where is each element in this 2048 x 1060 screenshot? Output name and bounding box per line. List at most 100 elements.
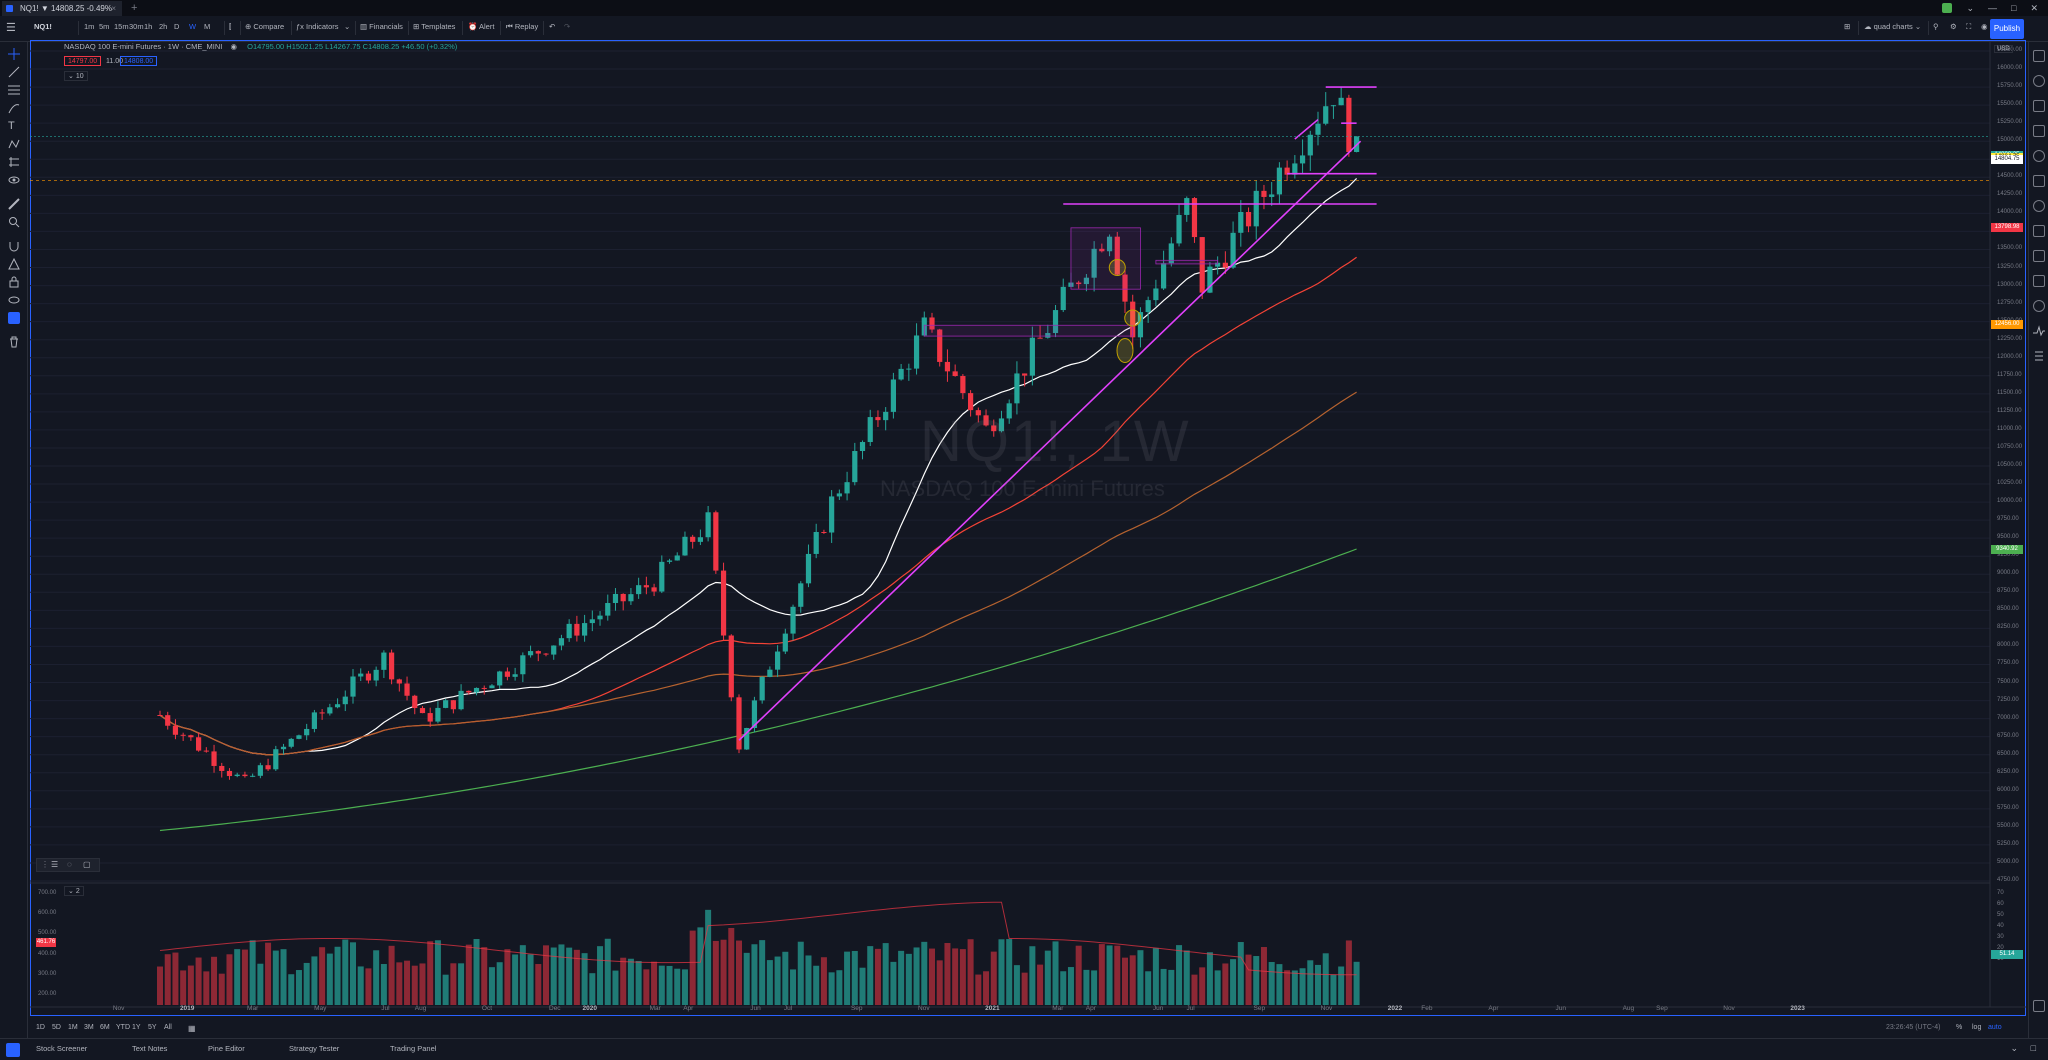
maximize-icon[interactable]: □	[2011, 3, 2017, 13]
candle-style-icon[interactable]: ⫿	[229, 22, 232, 31]
lock-icon[interactable]	[8, 276, 20, 288]
chevron-down-icon[interactable]: ⌄	[344, 22, 351, 31]
quick-search-icon[interactable]: ⚲	[1933, 22, 1939, 31]
range-1y[interactable]: 1Y	[132, 1024, 141, 1031]
settings-gear-icon[interactable]: ⚙	[1950, 22, 1957, 31]
range-6m[interactable]: 6M	[100, 1024, 110, 1031]
bottom-tab-trading-panel[interactable]: Trading Panel	[390, 1044, 437, 1053]
pattern-icon[interactable]	[8, 138, 20, 150]
trend-line-icon[interactable]	[8, 66, 20, 78]
bottom-tab-text-notes[interactable]: Text Notes	[132, 1044, 168, 1053]
replay-button[interactable]: ⏮ Replay	[506, 22, 539, 31]
auto-toggle[interactable]: auto	[1988, 1024, 2002, 1031]
crosshair-icon[interactable]	[8, 48, 20, 60]
percent-toggle[interactable]: %	[1956, 1024, 1963, 1031]
streams-icon[interactable]	[2033, 250, 2045, 262]
screener-icon[interactable]	[2033, 300, 2045, 312]
range-1d[interactable]: 1D	[36, 1024, 45, 1031]
alerts-icon[interactable]	[2033, 75, 2045, 87]
sell-price-button[interactable]: 14797.00	[64, 56, 102, 66]
news-icon[interactable]	[2033, 175, 2045, 187]
fib-retracement-icon[interactable]	[8, 84, 20, 96]
notifications-icon[interactable]	[2033, 275, 2045, 287]
range-5y[interactable]: 5Y	[148, 1024, 157, 1031]
zoom-icon[interactable]	[8, 216, 20, 228]
alert-button[interactable]: ⏰ Alert	[468, 22, 495, 31]
bottom-tab-pine-editor[interactable]: Pine Editor	[208, 1044, 245, 1053]
chevron-down-icon[interactable]: ⌄	[1966, 2, 1975, 13]
templates-button[interactable]: ⊞ Templates	[413, 22, 456, 31]
range-1m[interactable]: 1M	[68, 1024, 78, 1031]
bottom-tab-stock-screener[interactable]: Stock Screener	[36, 1044, 88, 1053]
template-icon[interactable]: ☰	[51, 860, 59, 869]
symbol-search[interactable]: NQ1!	[34, 22, 52, 31]
magnet-icon[interactable]	[8, 240, 20, 252]
buy-price-button[interactable]: 14808.00	[120, 56, 158, 66]
stay-in-drawing-mode-icon[interactable]	[8, 257, 20, 270]
chart-tab[interactable]: NQ1! ▼ 14808.25 -0.49% ×	[2, 1, 122, 16]
ideas-icon[interactable]	[2033, 200, 2045, 212]
price-chart[interactable]	[30, 42, 2026, 1017]
brush-icon[interactable]	[8, 102, 20, 114]
new-tab-icon[interactable]: +	[131, 2, 138, 14]
minimize-icon[interactable]: —	[1988, 3, 1998, 13]
help-icon[interactable]	[2033, 350, 2045, 362]
compare-button[interactable]: ⊕ Compare	[245, 22, 285, 31]
watchlist-icon[interactable]	[2033, 50, 2045, 62]
goto-date-icon[interactable]: ▦	[188, 1024, 196, 1033]
maximize-panel-icon[interactable]: □	[2030, 1043, 2036, 1053]
user-drawings[interactable]	[30, 86, 1990, 741]
publish-button[interactable]: Publish	[1990, 19, 2024, 39]
symbol-title[interactable]: NASDAQ 100 E-mini Futures · 1W · CME_MIN…	[64, 42, 223, 51]
interval-30m[interactable]: 30m	[129, 22, 144, 31]
data-window-icon[interactable]	[2033, 100, 2045, 112]
layout-grid-icon[interactable]: ⊞	[1844, 22, 1851, 31]
interval-1h[interactable]: 1h	[144, 22, 153, 31]
pulse-icon[interactable]	[2033, 325, 2045, 337]
log-toggle[interactable]: log	[1972, 1024, 1982, 1031]
close-tab-icon[interactable]: ×	[111, 4, 116, 13]
hide-drawings-icon[interactable]	[8, 294, 20, 306]
calendar-icon[interactable]	[2033, 150, 2045, 162]
layers-icon[interactable]	[2033, 1000, 2045, 1012]
tradingview-logo-icon[interactable]	[6, 1043, 20, 1057]
fullscreen-icon[interactable]: ⛶	[1966, 22, 1972, 31]
close-window-icon[interactable]: ✕	[2030, 2, 2038, 13]
bottom-tab-strategy-tester[interactable]: Strategy Tester	[289, 1044, 340, 1053]
hotlists-icon[interactable]	[2033, 125, 2045, 137]
currency-unit-button[interactable]: USD	[1994, 45, 2013, 53]
ruler-icon[interactable]	[8, 198, 20, 210]
volume-indicator-collapse-button[interactable]: ⌄ 2	[64, 886, 84, 896]
interval-15m[interactable]: 15m	[114, 22, 129, 31]
eye-icon[interactable]: ◉	[230, 42, 238, 51]
range-all[interactable]: All	[164, 1024, 172, 1031]
box-icon[interactable]: ▢	[83, 860, 91, 869]
prediction-icon[interactable]	[8, 156, 20, 168]
undo-icon[interactable]: ↶	[549, 22, 556, 31]
financials-button[interactable]: ▥ Financials	[360, 22, 403, 31]
chat-icon[interactable]	[2033, 225, 2045, 237]
range-ytd[interactable]: YTD	[116, 1024, 130, 1031]
avatar[interactable]	[1942, 3, 1953, 13]
range-3m[interactable]: 3M	[84, 1024, 94, 1031]
interval-2h[interactable]: 2h	[159, 22, 168, 31]
redo-icon[interactable]: ↷	[564, 22, 571, 31]
range-5d[interactable]: 5D	[52, 1024, 61, 1031]
indicators-button[interactable]: ƒx Indicators	[296, 22, 339, 31]
collapse-panel-icon[interactable]: ⌄	[2010, 1043, 2018, 1053]
eye-icon[interactable]	[8, 174, 20, 186]
visibility-icon[interactable]: ◌	[67, 860, 72, 869]
camera-icon[interactable]: ◉	[1981, 22, 1988, 31]
interval-D[interactable]: D	[174, 22, 180, 31]
interval-M[interactable]: M	[204, 22, 211, 31]
interval-5m[interactable]: 5m	[99, 22, 110, 31]
text-tool-icon[interactable]: T	[8, 120, 15, 132]
menu-icon[interactable]: ☰	[6, 22, 16, 34]
drag-handle-icon[interactable]: ⋮	[41, 860, 49, 869]
indicators-collapse-button[interactable]: ⌄ 10	[64, 71, 88, 81]
interval-W[interactable]: W	[189, 22, 197, 31]
clock[interactable]: 23:26:45 (UTC-4)	[1886, 1024, 1941, 1031]
interval-1m[interactable]: 1m	[84, 22, 95, 31]
trash-icon[interactable]	[8, 336, 20, 348]
layout-button[interactable]: ☁ quad charts ⌄	[1864, 22, 1922, 31]
